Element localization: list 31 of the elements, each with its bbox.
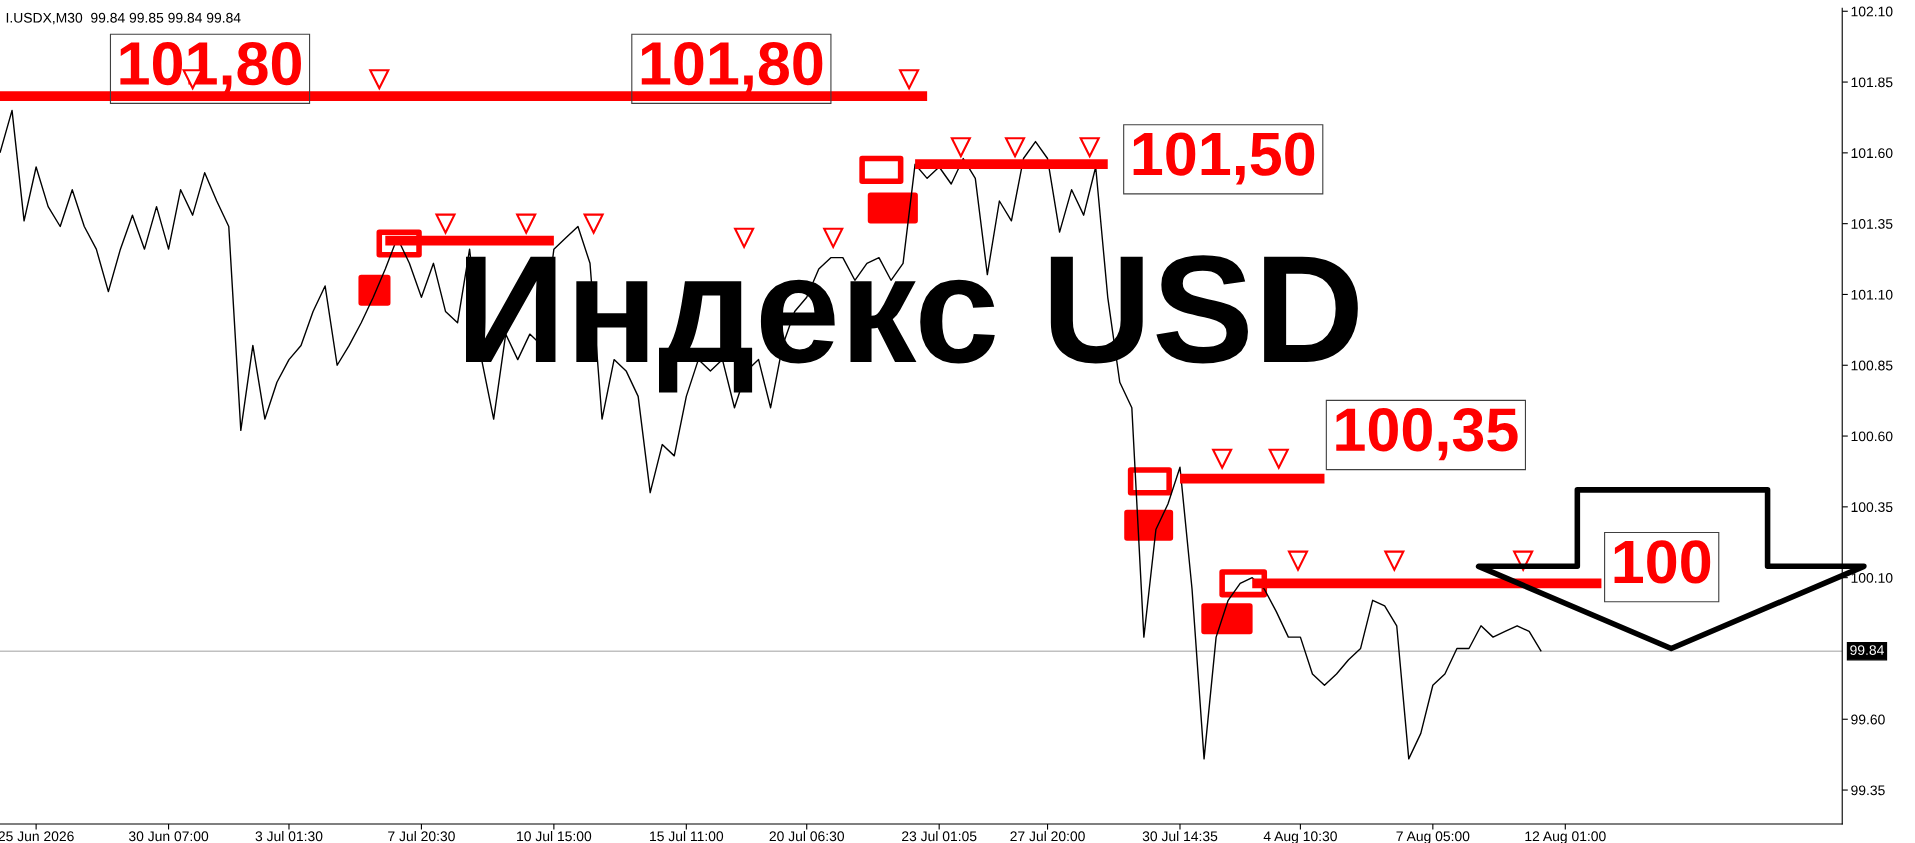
- y-tick-label: 100.10: [1851, 572, 1893, 583]
- y-tick-label: 100.35: [1851, 502, 1893, 513]
- x-tick-label: 3 Jul 01:30: [255, 830, 323, 842]
- x-tick-label: 30 Jun 07:00: [128, 831, 209, 842]
- annotation: 100,35: [1336, 408, 1518, 461]
- y-tick-label: 99.60: [1851, 714, 1885, 725]
- y-tick-label: 101.10: [1851, 289, 1893, 300]
- y-tick-label: 99.35: [1851, 785, 1885, 796]
- annotation: 101,50: [1133, 132, 1315, 185]
- y-tick-label: 102.10: [1851, 6, 1893, 17]
- y-tick-label: 101.85: [1851, 77, 1893, 88]
- x-tick-label: 4 Aug 10:30: [1263, 831, 1337, 843]
- y-tick-label: 101.60: [1851, 148, 1893, 159]
- ref-line-label: 99.84: [1850, 645, 1884, 656]
- y-tick-label: 101.35: [1851, 218, 1893, 229]
- x-tick-label: 30 Jul 14:35: [1142, 830, 1218, 842]
- x-tick-label: 20 Jul 06:30: [769, 830, 845, 842]
- x-tick-label: 12 Aug 01:00: [1525, 831, 1606, 843]
- x-tick-label: 27 Jul 20:00: [1010, 830, 1085, 842]
- annotation: 101,80: [120, 41, 301, 95]
- x-tick-label: 7 Jul 20:30: [388, 830, 455, 842]
- chart-title: I.USDX,M30 99.84 99.85 99.84 99.84: [6, 12, 241, 25]
- annotation: 100: [1614, 540, 1711, 584]
- x-tick-label: 23 Jul 01:05: [902, 830, 977, 842]
- x-tick-label: 10 Jul 15:00: [517, 830, 592, 842]
- y-tick-label: 100.85: [1851, 360, 1893, 371]
- line-series: [0, 109, 1542, 760]
- x-tick-label: 7 Aug 05:00: [1396, 831, 1470, 843]
- x-tick-label: 15 Jul 11:00: [650, 830, 724, 842]
- y-tick-label: 100.60: [1851, 431, 1893, 442]
- annotation: 101,80: [641, 41, 823, 95]
